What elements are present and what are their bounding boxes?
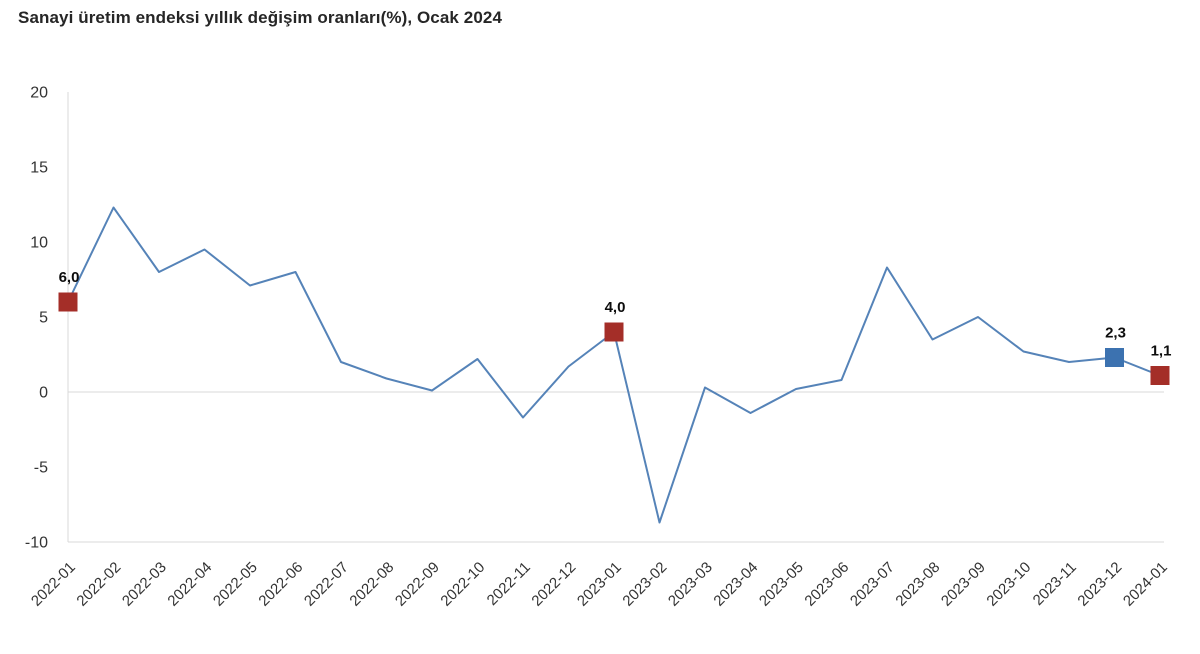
x-axis-tick-label: 2022-08 bbox=[346, 559, 397, 610]
data-point-marker bbox=[1105, 348, 1124, 367]
y-axis-tick-label: 20 bbox=[30, 85, 48, 102]
data-point-label: 2,3 bbox=[1105, 325, 1126, 342]
data-point-marker bbox=[604, 322, 624, 342]
x-axis-tick-label: 2022-06 bbox=[255, 559, 306, 610]
x-axis-tick-label: 2023-07 bbox=[847, 559, 898, 610]
data-point-label: 1,1 bbox=[1151, 343, 1172, 360]
x-axis-tick-label: 2022-10 bbox=[437, 559, 488, 610]
x-axis-tick-label: 2022-01 bbox=[28, 559, 79, 610]
series-line bbox=[67, 206, 1161, 524]
data-point-marker bbox=[58, 292, 78, 312]
y-axis-tick-label: 0 bbox=[39, 385, 48, 402]
x-axis-tick-label: 2022-04 bbox=[164, 559, 215, 610]
x-axis-tick-label: 2023-10 bbox=[983, 559, 1034, 610]
data-point-label: 4,0 bbox=[605, 299, 626, 316]
x-axis-tick-label: 2022-02 bbox=[73, 559, 124, 610]
x-axis-tick-label: 2023-06 bbox=[801, 559, 852, 610]
x-axis-tick-label: 2023-05 bbox=[756, 559, 807, 610]
x-axis-tick-label: 2022-12 bbox=[528, 559, 579, 610]
x-axis-tick-label: 2023-02 bbox=[619, 559, 670, 610]
data-point-label: 6,0 bbox=[59, 269, 80, 286]
y-axis-tick-label: -10 bbox=[25, 535, 48, 552]
x-axis-tick-label: 2022-03 bbox=[119, 559, 170, 610]
x-axis-tick-label: 2024-01 bbox=[1120, 559, 1171, 610]
x-axis-tick-label: 2023-03 bbox=[665, 559, 716, 610]
x-axis-tick-label: 2022-11 bbox=[484, 559, 534, 609]
x-axis-tick-label: 2022-09 bbox=[392, 559, 443, 610]
x-axis-tick-label: 2023-11 bbox=[1030, 559, 1080, 609]
data-point-marker bbox=[1150, 366, 1170, 385]
x-axis-tick-label: 2022-05 bbox=[210, 559, 261, 610]
y-axis-tick-label: -5 bbox=[34, 460, 48, 477]
y-axis-tick-label: 5 bbox=[39, 310, 48, 327]
x-axis-tick-label: 2023-04 bbox=[710, 559, 761, 610]
y-axis-tick-label: 15 bbox=[30, 160, 48, 177]
y-axis-tick-label: 10 bbox=[30, 235, 48, 252]
x-axis-tick-label: 2023-01 bbox=[574, 559, 625, 610]
x-axis-tick-label: 2023-09 bbox=[938, 559, 989, 610]
x-axis-tick-label: 2023-08 bbox=[892, 559, 943, 610]
chart-title: Sanayi üretim endeksi yıllık değişim ora… bbox=[18, 8, 502, 27]
x-axis-tick-label: 2023-12 bbox=[1074, 559, 1125, 610]
x-axis-tick-label: 2022-07 bbox=[301, 559, 352, 610]
